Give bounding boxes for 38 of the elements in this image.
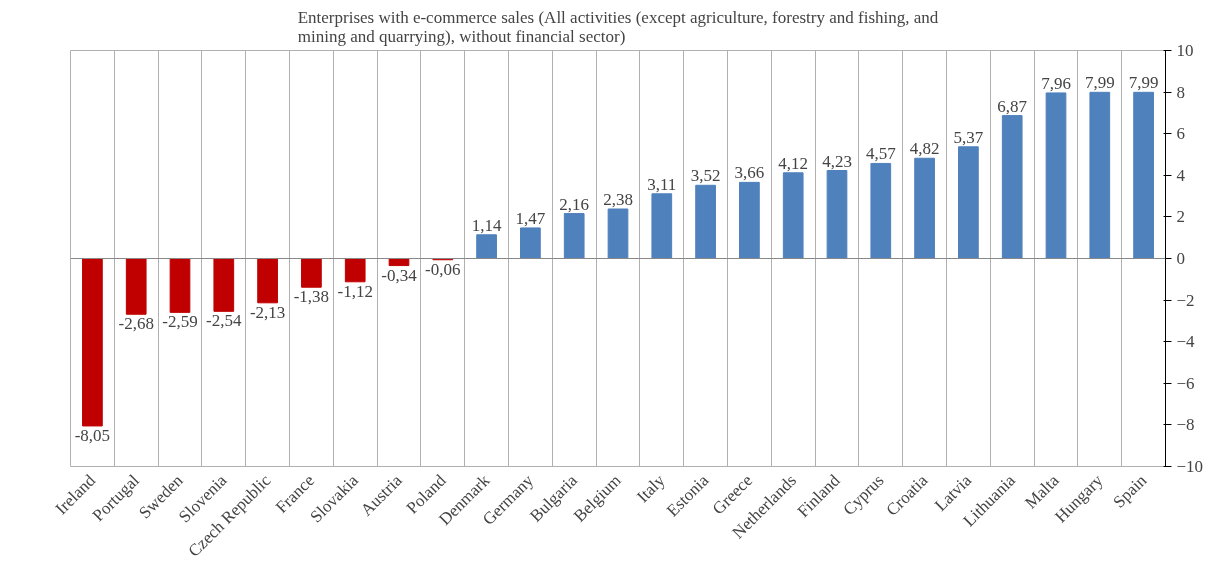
y-tick-label: 8 — [1176, 82, 1185, 102]
data-label: -0,34 — [381, 265, 418, 285]
y-tick-label: −2 — [1176, 290, 1195, 310]
data-label: 2,16 — [559, 194, 590, 214]
data-label: 3,66 — [734, 163, 765, 183]
data-label: -1,12 — [337, 281, 373, 301]
x-tick-label: Italy — [633, 470, 669, 507]
data-label: 7,99 — [1084, 73, 1115, 93]
y-tick-label: 2 — [1176, 207, 1185, 227]
data-label: 5,37 — [953, 127, 984, 147]
data-label: 4,82 — [909, 139, 940, 159]
y-tick-label: −8 — [1176, 415, 1195, 435]
y-tick-label: 6 — [1176, 124, 1185, 144]
y-tick-label: −10 — [1176, 457, 1204, 476]
data-label: -2,59 — [162, 312, 198, 332]
data-label: -8,05 — [74, 425, 111, 445]
y-tick-label: −4 — [1176, 332, 1196, 352]
y-tick-label: −6 — [1176, 373, 1195, 393]
data-label: -2,54 — [206, 311, 243, 331]
y-tick-label: 0 — [1176, 249, 1185, 268]
data-label: 4,12 — [778, 153, 809, 173]
data-label: 7,96 — [1041, 73, 1071, 93]
data-label: -2,13 — [249, 302, 286, 322]
y-tick-label: 10 — [1176, 41, 1194, 60]
data-label: 6,87 — [997, 96, 1028, 116]
data-label: -0,06 — [425, 259, 461, 279]
chart-title: Enterprises with e-commerce sales (All activities (except agriculture, forestry and fishing, and mining and quarrying), without financial sector) — [297, 7, 939, 46]
data-label: 3,11 — [647, 174, 677, 194]
y-tick-label: 4 — [1176, 165, 1186, 185]
data-label: 4,57 — [865, 144, 897, 164]
data-label: 7,99 — [1128, 73, 1159, 93]
data-label: 1,14 — [471, 215, 502, 235]
data-label: -2,68 — [118, 314, 154, 334]
data-label: -1,38 — [293, 287, 330, 307]
data-label: 1,47 — [515, 208, 546, 228]
data-label: 4,23 — [822, 151, 852, 171]
data-label: 2,38 — [603, 190, 633, 209]
data-label: 3,52 — [690, 166, 721, 186]
